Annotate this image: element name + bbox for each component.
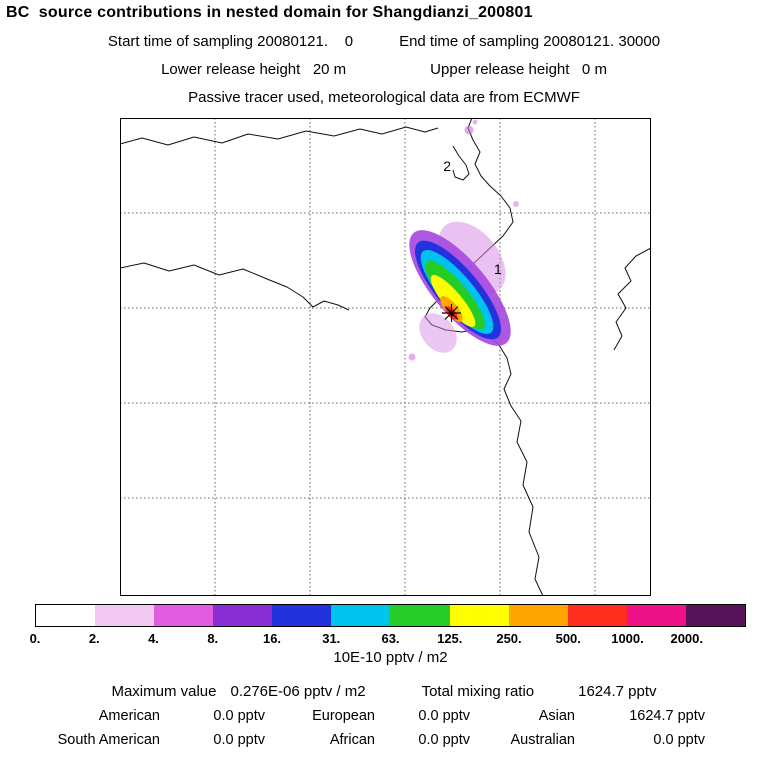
region-value: 0.0 pptv [653,732,705,748]
map-gridlines [120,118,651,596]
colorbar-segment [36,605,96,626]
region-value: 0.0 pptv [213,708,265,724]
colorbar-tick-label: 0. [29,631,41,646]
start-time-text: Start time of sampling 20080121. 0 [107,33,354,50]
map-panel: 1 2 [119,117,652,597]
colorbar-tick-label: 4. [148,631,159,646]
colorbar-segment [567,605,627,626]
lower-release-text: Lower release height 20 m [161,61,347,78]
colorbar-segment [331,605,391,626]
map-label-2: 2 [443,158,451,174]
region-value: 0.0 pptv [418,732,470,748]
coastline-north-border [119,126,439,146]
upper-release-text: Upper release height 0 m [430,61,607,78]
colorbar-tick-label: 1000. [611,631,644,646]
plume-contours [408,119,519,361]
map-coastlines [119,117,652,597]
region-label: American [98,708,160,724]
map-svg: 1 2 [119,117,652,597]
colorbar-tick-label: 16. [262,631,282,646]
region-value: 0.0 pptv [418,708,470,724]
star-marker [442,304,461,322]
colorbar-segment [508,605,568,626]
total-mixing-label: Total mixing ratio [421,683,535,700]
region-stats: American 0.0 pptv European 0.0 pptv Asian 162… [20,708,748,748]
tracer-note-text: Passive tracer used, meteorological data… [188,89,580,106]
plot-title: BC source contributions in nested domain… [6,4,533,21]
total-mixing-value: 1624.7 pptv [578,683,657,700]
release-heights-line: Lower release height 20 m Upper release … [0,61,768,78]
colorbar-segment [390,605,450,626]
coastline-east [613,247,652,351]
colorbar-segment [272,605,332,626]
tracer-note-line: Passive tracer used, meteorological data… [0,89,768,106]
colorbar-tick-label: 8. [207,631,219,646]
region-label: South American [57,732,160,748]
border-west [119,262,350,311]
region-label: Asian [538,708,575,724]
plume-speck [472,119,478,125]
colorbar-tick-label: 63. [381,631,400,646]
region-label: African [329,732,375,748]
colorbar-segment [95,605,155,626]
stats-summary-line: Maximum value 0.276E-06 pptv / m2 Total … [0,683,768,700]
plume-speck [513,201,519,207]
map-label-1: 1 [494,261,502,277]
plume-speck [408,353,416,361]
plume-speck [464,125,474,135]
map-frame [120,118,651,596]
sampling-times-line: Start time of sampling 20080121. 0 End t… [0,33,768,50]
colorbar-tick-label: 31. [322,631,341,646]
region-value: 1624.7 pptv [629,708,705,724]
region-value: 0.0 pptv [213,732,265,748]
end-time-text: End time of sampling 20080121. 30000 [399,33,661,50]
colorbar-segment [449,605,509,626]
plume-level-yellow [430,275,476,327]
region-label: Australian [510,732,575,748]
coastline-main [424,117,544,597]
colorbar-tick-label: 500. [555,631,581,646]
region-label: European [312,708,375,724]
max-value-label: Maximum value [111,683,217,700]
max-value: 0.276E-06 pptv / m2 [230,683,366,700]
coastline-hook [452,145,470,181]
colorbar-tick-label: 250. [496,631,522,646]
colorbar-segment [213,605,273,626]
colorbar-segment [626,605,686,626]
plume-halo [419,313,457,353]
colorbar-segment [685,605,745,626]
colorbar-tick-label: 2. [88,631,100,646]
colorbar-tick-label: 2000. [670,631,704,646]
colorbar-segment [154,605,214,626]
colorbar-ticks: 0. 2. 4. 8. 16. 31. 63. 125. 250. 500. 1000. 2000. [30,631,746,647]
colorbar-segments [35,604,746,627]
colorbar-units: 10E-10 pptv / m2 [333,649,448,666]
colorbar-tick-label: 125. [437,631,463,646]
